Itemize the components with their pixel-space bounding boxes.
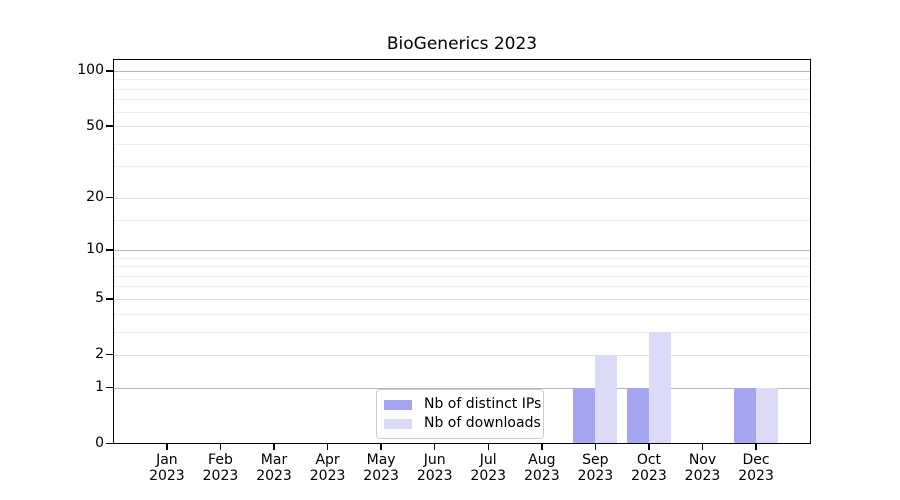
y-tick-label: 20 (86, 189, 104, 206)
x-tick-label-month: Sep (582, 452, 609, 468)
chart-title: BioGenerics 2023 (386, 34, 538, 54)
x-tick-mark (648, 444, 650, 450)
gridline-minor (114, 331, 810, 333)
legend-entry: Nb of downloads (384, 414, 541, 433)
y-tick-label: 100 (77, 62, 104, 79)
gridline-emphasized (114, 70, 810, 72)
y-tick-label: 0 (95, 435, 104, 451)
x-tick-mark (219, 444, 222, 450)
y-tick-mark (106, 196, 113, 199)
x-tick-label-month: Feb (208, 452, 233, 468)
x-tick-label-year: 2023 (309, 468, 346, 484)
x-tick-label-year: 2023 (256, 468, 292, 484)
y-tick-label: 5 (95, 290, 104, 307)
x-tick-label-year: 2023 (202, 468, 239, 484)
x-tick-label-month: Aug (528, 452, 556, 468)
gridline-major (114, 126, 810, 128)
gridline-minor (114, 99, 810, 101)
gridline-minor (114, 313, 810, 315)
legend-swatch-downloads (384, 418, 412, 429)
gridline-minor (114, 286, 810, 288)
gridline-minor (114, 275, 810, 277)
x-tick-mark (166, 444, 168, 450)
bar-downloads-oct (648, 331, 671, 443)
x-tick-label-year: 2023 (577, 468, 614, 484)
gridline-major (114, 298, 810, 300)
y-tick-label: 50 (86, 117, 104, 134)
gridline-emphasized (114, 249, 810, 251)
gridline-major (114, 354, 810, 356)
x-tick-label-month: May (366, 452, 396, 468)
x-tick-mark (434, 444, 436, 450)
gridline-emphasized (114, 387, 810, 389)
x-tick-label-month: Mar (260, 452, 288, 468)
x-tick-label-year: 2023 (149, 468, 185, 484)
x-tick-label-year: 2023 (738, 468, 774, 484)
legend-box: Nb of distinct IPs Nb of downloads (376, 389, 544, 439)
y-tick-label: 10 (86, 241, 104, 258)
x-tick-label-year: 2023 (523, 468, 560, 484)
gridline-minor (114, 257, 810, 259)
x-tick-label-year: 2023 (684, 468, 721, 484)
x-tick-label-month: Nov (688, 452, 717, 468)
bar-distinct-ips-oct (626, 387, 649, 443)
bar-downloads-sep (595, 354, 618, 443)
x-tick-label-month: Jan (156, 452, 178, 468)
x-tick-mark (380, 444, 382, 450)
x-tick-label-year: 2023 (470, 468, 507, 484)
y-tick-mark (106, 249, 113, 251)
y-tick-mark (106, 442, 113, 445)
legend-entry: Nb of distinct IPs (384, 395, 541, 414)
x-tick-mark (541, 444, 543, 450)
plot-area (113, 59, 811, 444)
legend-swatch-distinct-ips (384, 399, 412, 410)
legend-label: Nb of distinct IPs (424, 396, 542, 412)
x-tick-label-month: Oct (636, 452, 662, 468)
y-tick-mark (106, 70, 113, 72)
x-tick-label-month: Dec (742, 452, 770, 468)
gridline-minor (114, 88, 810, 90)
x-tick-label-month: Jul (479, 452, 497, 468)
gridline-minor (114, 219, 810, 221)
x-tick-label-month: Jun (423, 452, 446, 468)
x-tick-label-year: 2023 (631, 468, 667, 484)
x-tick-label-year: 2023 (363, 468, 399, 484)
legend-label: Nb of downloads (424, 415, 541, 431)
y-tick-mark (106, 298, 113, 300)
bar-downloads-dec (756, 387, 779, 443)
x-tick-mark (487, 444, 489, 450)
gridline-minor (114, 266, 810, 268)
y-tick-label: 2 (95, 346, 104, 363)
bar-distinct-ips-sep (573, 387, 596, 443)
gridline-major (114, 197, 810, 199)
x-tick-mark (326, 444, 329, 450)
y-tick-label: 1 (95, 379, 104, 396)
x-tick-label-year: 2023 (416, 468, 453, 484)
y-tick-mark (106, 386, 113, 389)
gridline-minor (114, 143, 810, 145)
bar-distinct-ips-dec (734, 387, 757, 443)
x-tick-label-month: Apr (315, 452, 340, 468)
x-tick-mark (755, 444, 757, 450)
x-tick-mark (701, 444, 704, 450)
y-tick-mark (106, 125, 113, 127)
gridline-minor (114, 166, 810, 168)
y-tick-mark (106, 354, 113, 356)
x-tick-mark (273, 444, 275, 450)
gridline-minor (114, 111, 810, 113)
x-tick-mark (594, 444, 597, 450)
gridline-minor (114, 79, 810, 81)
